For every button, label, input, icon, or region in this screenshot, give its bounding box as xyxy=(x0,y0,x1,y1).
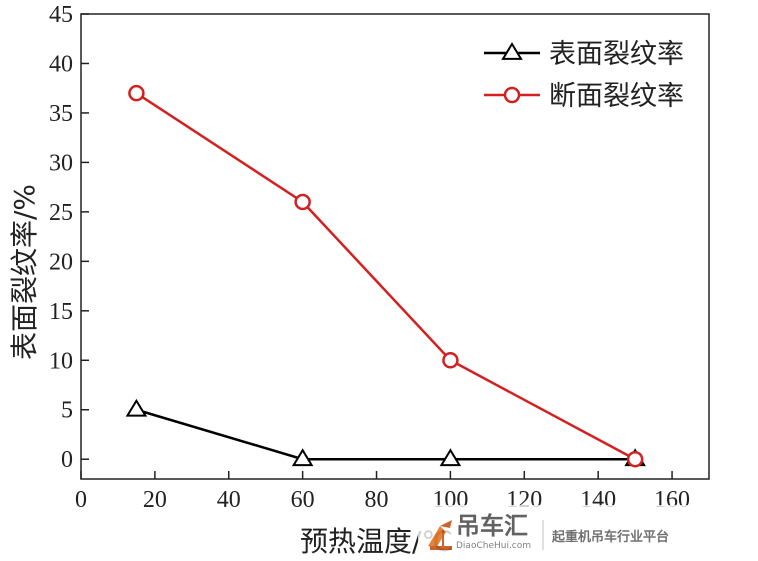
watermark-site: DiaoCheHui.com xyxy=(456,541,531,551)
data-point xyxy=(294,193,311,211)
data-point xyxy=(439,448,462,467)
legend-label: 断面裂纹率 xyxy=(549,81,684,112)
x-tick-label: 0 xyxy=(75,487,87,513)
plot-area xyxy=(80,13,710,480)
series-2 xyxy=(128,84,644,468)
data-point xyxy=(125,398,148,417)
x-tick-label: 80 xyxy=(365,487,389,513)
watermark-brand: 吊车汇 xyxy=(456,512,528,540)
y-tick-label: 15 xyxy=(49,299,73,325)
y-tick-label: 40 xyxy=(49,51,73,77)
y-tick-label: 0 xyxy=(61,447,73,473)
data-point xyxy=(128,84,145,102)
watermark: 吊车汇 DiaoCheHui.com 起重机吊车行业平台 xyxy=(418,505,718,557)
x-tick-label: 20 xyxy=(143,487,167,513)
y-tick-label: 35 xyxy=(49,101,73,127)
y-tick-label: 20 xyxy=(49,249,73,275)
watermark-slogan: 起重机吊车行业平台 xyxy=(551,529,669,545)
x-tick-label: 60 xyxy=(291,487,315,513)
y-tick-label: 25 xyxy=(49,200,73,226)
y-tick-label: 45 xyxy=(49,2,73,28)
data-point xyxy=(291,448,314,467)
crane-logo-icon xyxy=(428,520,452,550)
legend-item: 表面裂纹率 xyxy=(484,39,684,70)
data-point xyxy=(626,450,644,468)
series-layer xyxy=(125,84,646,468)
legend-label: 表面裂纹率 xyxy=(549,39,684,70)
x-tick-label: 40 xyxy=(217,487,241,513)
legend-marker xyxy=(501,42,523,60)
y-tick-label: 5 xyxy=(61,398,73,424)
series-line xyxy=(136,408,636,461)
y-tick-label: 10 xyxy=(49,348,73,374)
y-tick-label: 30 xyxy=(49,150,73,176)
y-axis-label: 表面裂纹率/% xyxy=(8,184,41,360)
series-line xyxy=(135,92,636,461)
y-axis: 0 5 10 15 20 25 30 35 40 45 xyxy=(49,2,89,473)
legend-item: 断面裂纹率 xyxy=(484,81,684,112)
series-1 xyxy=(125,398,646,467)
legend-marker xyxy=(503,86,521,104)
data-point xyxy=(442,352,459,369)
